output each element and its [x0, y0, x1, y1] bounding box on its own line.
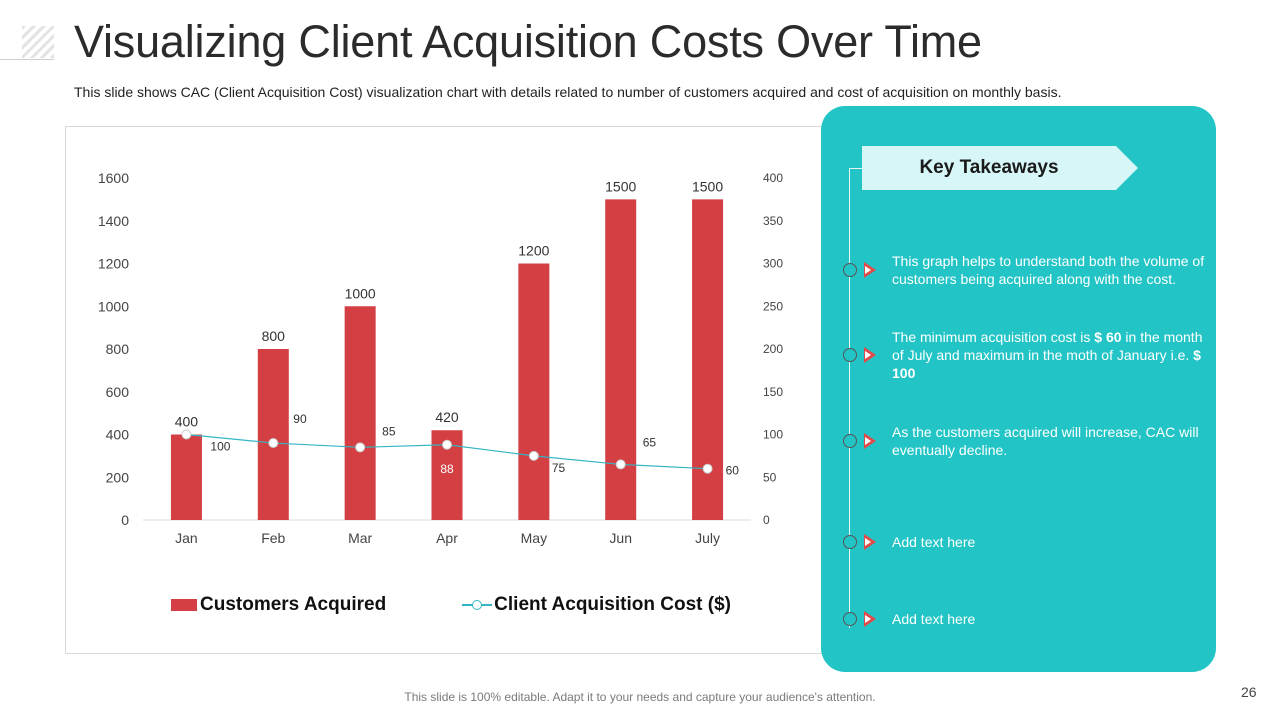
line-data-label: 75	[552, 461, 566, 475]
page-title: Visualizing Client Acquisition Costs Ove…	[74, 16, 982, 67]
point-client-acquisition-cost	[268, 438, 279, 449]
legend-label-customers: Customers Acquired	[200, 594, 387, 615]
key-takeaways-banner: Key Takeaways	[862, 146, 1138, 190]
bar-data-label: 400	[175, 414, 199, 430]
timeline-dot-4	[843, 535, 857, 549]
bar-data-label: 1500	[692, 178, 723, 194]
bar-customers-acquired	[170, 434, 202, 520]
timeline-dot-1	[843, 263, 857, 277]
point-client-acquisition-cost	[442, 439, 452, 450]
arrow-icon-2	[864, 347, 876, 363]
line-data-label: 65	[643, 435, 657, 449]
line-data-label: 88	[440, 462, 454, 476]
line-data-label: 90	[293, 412, 307, 426]
y-right-tick-label: 200	[763, 342, 783, 356]
bar-data-label: 1500	[605, 178, 636, 194]
bar-customers-acquired	[605, 199, 637, 520]
takeaway-text-2: The minimum acquisition cost is $ 60 in …	[892, 329, 1203, 381]
legend-label-cac: Client Acquisition Cost ($)	[494, 594, 731, 615]
arrow-icon-4	[864, 534, 876, 550]
y-left-tick-label: 1000	[98, 298, 129, 314]
y-right-tick-label: 350	[763, 214, 783, 228]
y-left-tick-label: 200	[106, 469, 130, 485]
bar-data-label: 1000	[345, 285, 376, 301]
x-tick-label: Apr	[436, 530, 458, 546]
footer-note: This slide is 100% editable. Adapt it to…	[404, 690, 876, 704]
y-left-tick-label: 1200	[98, 256, 129, 272]
y-right-tick-label: 400	[763, 171, 783, 185]
takeaway-text-3: As the customers acquired will increase,…	[892, 424, 1199, 458]
line-data-label: 85	[382, 424, 396, 438]
y-right-tick-label: 50	[763, 470, 777, 484]
x-tick-label: Mar	[348, 530, 372, 546]
y-right-tick-label: 250	[763, 299, 783, 313]
title-decoration	[22, 26, 54, 58]
x-tick-label: Feb	[261, 530, 285, 546]
y-left-tick-label: 0	[121, 512, 129, 528]
x-tick-label: Jun	[609, 530, 632, 546]
y-left-tick-label: 1600	[98, 170, 129, 186]
legend-line-swatch	[462, 598, 493, 612]
bar-data-label: 1200	[518, 243, 549, 259]
timeline-dot-5	[843, 612, 857, 626]
y-right-tick-label: 100	[763, 428, 783, 442]
line-data-label: 60	[726, 464, 740, 478]
timeline-line	[849, 168, 850, 628]
bar-customers-acquired	[518, 263, 550, 520]
title-decoration-line	[0, 59, 54, 60]
timeline-dot-2	[843, 348, 857, 362]
point-client-acquisition-cost	[355, 442, 366, 453]
page-subtitle: This slide shows CAC (Client Acquisition…	[74, 84, 1062, 100]
takeaway-text-4: Add text here	[892, 534, 976, 550]
key-takeaways-panel	[821, 106, 1216, 672]
y-right-tick-label: 300	[763, 257, 783, 271]
cac-chart: 0 200 400 600 800 1000 1200 1400 1600 0 50 100 150 20…	[98, 170, 784, 546]
legend-item-cac: Client Acquisition Cost ($)	[462, 594, 731, 616]
x-tick-label: May	[521, 530, 547, 546]
point-client-acquisition-cost	[615, 459, 626, 470]
line-data-label: 100	[210, 440, 230, 454]
y-left-tick-label: 400	[106, 427, 130, 443]
legend-bar-swatch	[171, 599, 197, 611]
arrow-icon-5	[864, 611, 876, 627]
bar-customers-acquired	[344, 306, 376, 520]
x-tick-label: Jan	[175, 530, 198, 546]
y-right-tick-label: 150	[763, 385, 783, 399]
timeline-dot-3	[843, 434, 857, 448]
timeline-connector	[849, 168, 862, 169]
y-left-tick-label: 1400	[98, 213, 129, 229]
y-left-tick-label: 600	[106, 384, 130, 400]
x-tick-label: July	[695, 530, 720, 546]
bar-data-label: 420	[435, 409, 459, 425]
y-left-tick-label: 800	[106, 341, 130, 357]
arrow-icon-1	[864, 262, 876, 278]
chart-legend: Customers Acquired Client Acquisition Co…	[171, 593, 731, 617]
bar-customers-acquired	[257, 349, 289, 520]
point-client-acquisition-cost	[702, 463, 713, 474]
takeaway-text-1: This graph helps to understand both the …	[892, 253, 1205, 287]
takeaway-text-5: Add text here	[892, 611, 976, 627]
key-takeaways-title: Key Takeaways	[919, 157, 1059, 178]
page-number: 26	[1241, 684, 1257, 700]
point-client-acquisition-cost	[181, 429, 192, 440]
bar-data-label: 800	[262, 328, 286, 344]
legend-item-customers: Customers Acquired	[171, 594, 386, 616]
point-client-acquisition-cost	[528, 450, 539, 461]
y-right-tick-label: 0	[763, 513, 770, 527]
arrow-icon-3	[864, 433, 876, 449]
